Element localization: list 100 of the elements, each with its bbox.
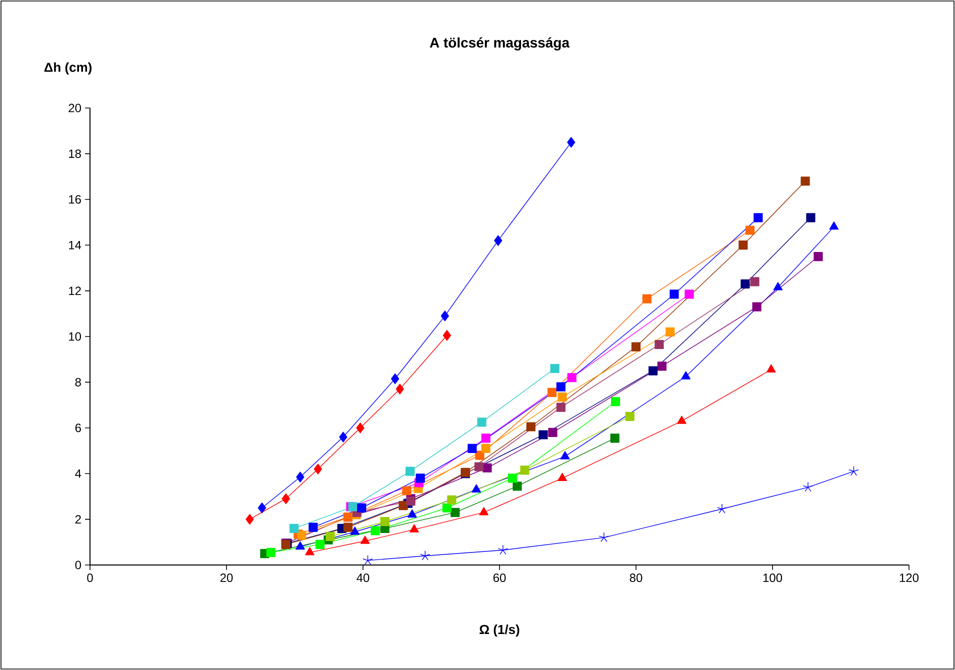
point [407,509,417,518]
point [442,503,452,512]
point [442,330,452,341]
point [472,484,481,492]
point [567,373,576,382]
point [625,412,634,422]
point [350,526,360,535]
point [684,290,694,299]
y-tick-label: 12 [69,286,81,295]
point [402,486,412,496]
point [526,422,536,432]
y-tick-label: 18 [69,149,81,158]
point [420,550,430,560]
point [356,422,364,434]
point [829,221,839,230]
point [548,428,558,438]
point [416,474,425,483]
point [246,514,254,525]
point [610,434,620,443]
point [447,495,456,504]
y-tick-label: 6 [75,424,81,432]
point [716,504,728,514]
y-tick-label: 0 [75,560,82,570]
point [556,402,566,412]
point [410,524,419,532]
point [396,384,404,394]
y-tick-label: 10 [69,332,82,341]
y-tick-label: 2 [75,515,81,524]
point [390,373,400,384]
point [745,226,755,235]
x-tick-label: 0 [87,574,93,582]
point [538,430,548,440]
point [648,366,658,376]
point [296,472,304,482]
point [598,532,610,542]
point [677,416,686,424]
point [440,310,450,322]
point [477,418,486,427]
point [773,282,783,290]
point [406,466,415,476]
chart-title: A tölcsér magassága [430,37,570,50]
point [266,548,276,557]
point [558,472,567,482]
point [343,522,353,532]
point [315,540,325,549]
x-tick-label: 80 [630,574,642,582]
point [297,530,306,540]
point [654,340,664,350]
x-tick-label: 100 [763,574,782,582]
point [468,444,477,454]
point [556,382,566,392]
point [494,235,502,246]
point [360,536,370,544]
point [482,463,492,472]
point [548,388,557,398]
point [508,474,518,483]
point [567,136,576,148]
point [670,290,679,299]
point [558,392,567,402]
x-tick-label: 40 [356,574,370,582]
point [550,364,560,374]
point [750,277,760,286]
point [800,176,810,186]
point [610,397,620,406]
point [258,502,266,514]
point [657,362,666,371]
y-tick-label: 20 [68,104,82,112]
point [754,213,763,222]
point [290,524,299,533]
point [802,482,814,492]
point [314,464,322,474]
point [326,532,335,541]
point [560,451,570,460]
point [814,252,823,262]
point [766,364,776,372]
y-tick-label: 4 [75,469,82,478]
x-tick-label: 60 [493,574,506,582]
point [305,547,314,556]
y-axis-title: Δh (cm) [44,62,92,74]
point [738,240,748,250]
y-tick-label: 14 [69,240,82,250]
x-tick-label: 20 [220,574,233,582]
point [296,541,305,550]
point [806,213,816,222]
point [740,279,750,288]
point [308,522,318,532]
point [520,466,530,475]
point [481,434,490,443]
point [406,496,416,506]
point [752,302,762,312]
point [370,526,380,536]
point [479,507,488,516]
x-axis-title: Ω (1/s) [480,624,520,637]
point [481,444,490,454]
point [380,517,390,526]
point [474,462,484,472]
point [282,493,290,504]
point [498,544,508,555]
point [357,503,366,512]
point [681,371,691,380]
